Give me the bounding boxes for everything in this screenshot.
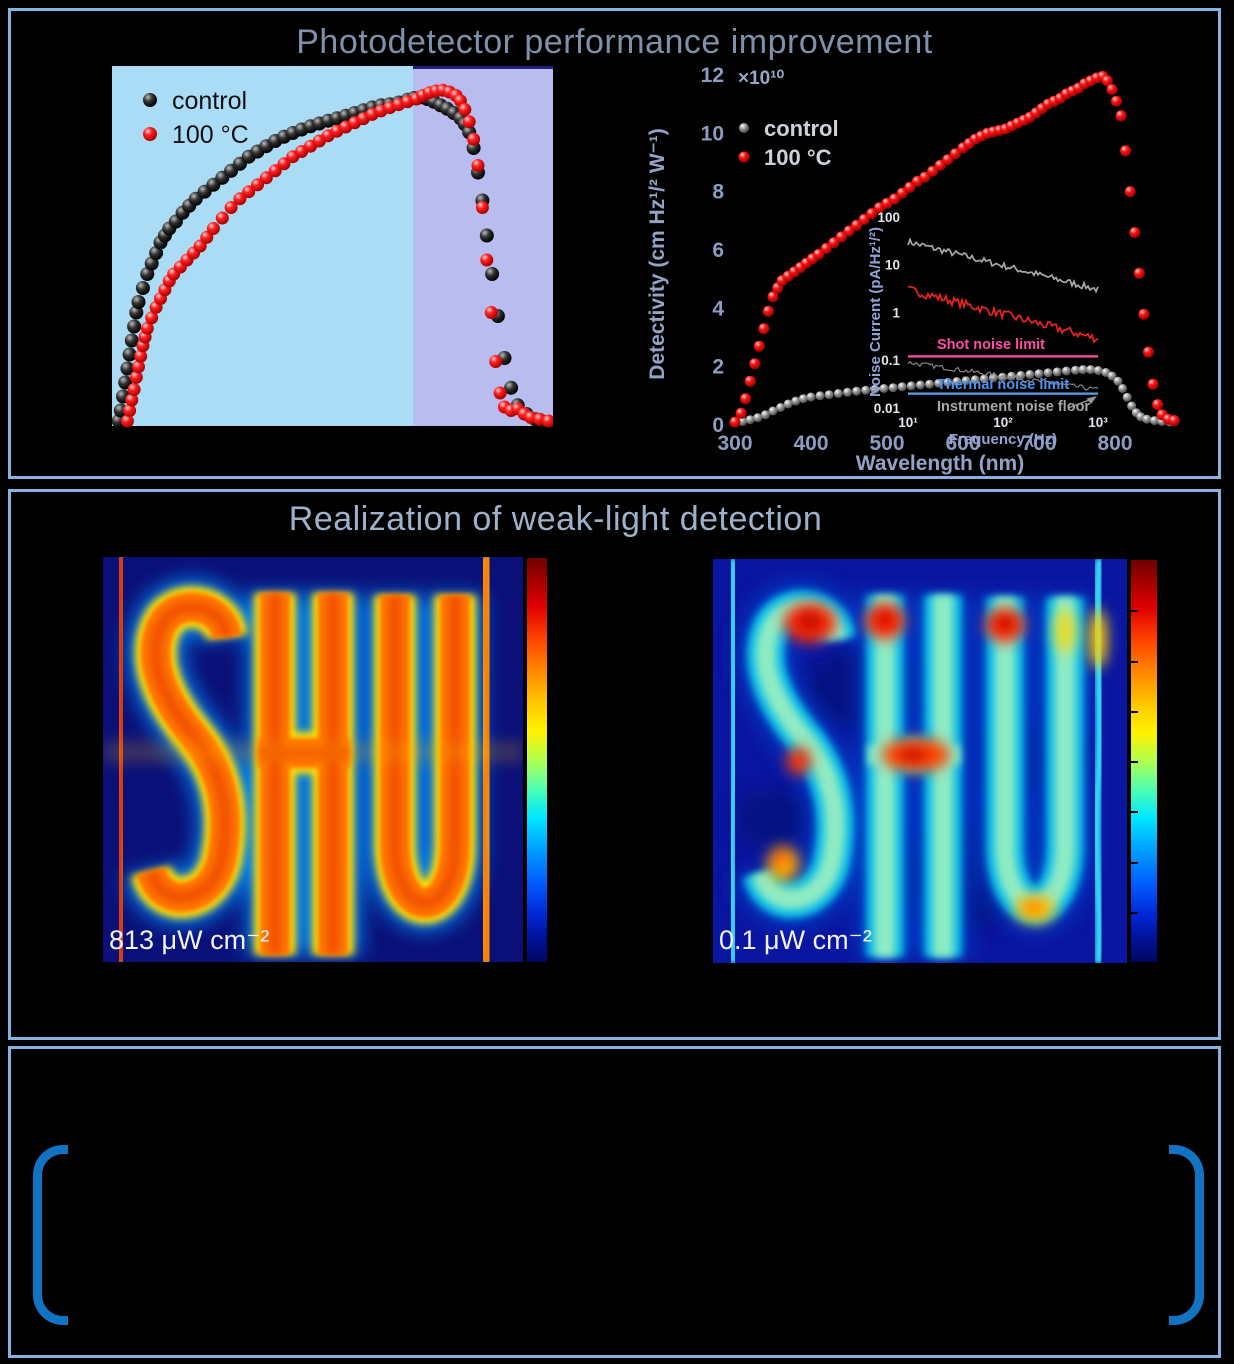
legend-dot-control xyxy=(739,123,749,133)
colorbar-tick xyxy=(1131,610,1138,613)
svg-text:10: 10 xyxy=(885,258,900,273)
svg-text:2: 2 xyxy=(712,356,724,379)
y-axis-multiplier: ×10¹⁰ xyxy=(738,68,785,89)
hotspots xyxy=(767,603,1107,923)
legend-label-100c: 100 °C xyxy=(172,121,249,149)
svg-text:400: 400 xyxy=(793,432,828,455)
legend-label-100c: 100 °C xyxy=(764,145,832,170)
arrow-icon xyxy=(1067,396,1097,409)
x-tick-labels: 300 400 500 600 700 800 xyxy=(717,432,1132,455)
heatmap-dim: 0.1 μW cm⁻² xyxy=(713,559,1161,965)
svg-text:100: 100 xyxy=(877,210,900,225)
shot-noise-annotation: Shot noise limit xyxy=(937,337,1045,353)
eqe-legend: control 100 °C xyxy=(143,87,249,149)
svg-text:8: 8 xyxy=(712,181,724,204)
colorbar-tick xyxy=(1131,761,1138,763)
svg-text:300: 300 xyxy=(717,432,752,455)
section-weak-light: Realization of weak-light detection xyxy=(8,489,1221,1040)
inset-y-axis-label: Noise Current (pA/Hz¹/²) xyxy=(867,227,884,397)
nir-top-line xyxy=(413,66,553,69)
svg-text:0: 0 xyxy=(712,414,724,437)
legend-label-control: control xyxy=(764,116,839,141)
detectivity-legend: control 100 °C xyxy=(738,116,839,170)
colorbar xyxy=(1131,560,1157,964)
colorbar xyxy=(527,558,547,962)
irradiance-label-bright: 813 μW cm⁻² xyxy=(109,925,269,955)
right-bracket-icon xyxy=(1169,1145,1204,1325)
scan-band xyxy=(103,741,523,763)
svg-text:1: 1 xyxy=(892,305,900,320)
svg-text:600: 600 xyxy=(945,432,980,455)
legend-dot-100c xyxy=(143,127,157,141)
legend-dot-100c xyxy=(738,151,750,163)
colorbar-tick xyxy=(1131,962,1138,964)
svg-text:0.01: 0.01 xyxy=(874,401,901,416)
svg-text:6: 6 xyxy=(712,239,724,262)
svg-text:10¹: 10¹ xyxy=(898,415,918,430)
inset-x-axis-label: Frequency (Hz) xyxy=(949,431,1057,448)
detectivity-chart: ×10¹⁰ Detectivity (cm Hz¹/² W⁻¹) Wavelen… xyxy=(646,64,1180,475)
eqe-chart: control 100 °C xyxy=(112,66,553,428)
colorbar-tick xyxy=(1131,861,1138,864)
y-tick-labels: 0 2 4 6 8 10 12 xyxy=(701,64,725,437)
section-footer xyxy=(8,1046,1221,1358)
irradiance-label-dim: 0.1 μW cm⁻² xyxy=(719,925,872,955)
svg-text:700: 700 xyxy=(1021,432,1056,455)
thermal-noise-annotation: Thermal noise limit xyxy=(937,377,1069,393)
colorbar-tick xyxy=(1131,660,1138,663)
svg-text:10³: 10³ xyxy=(1088,415,1108,430)
x-axis-label: Wavelength (nm) xyxy=(856,452,1024,475)
svg-text:0.1: 0.1 xyxy=(881,353,900,368)
left-bracket-icon xyxy=(33,1145,68,1325)
svg-text:10²: 10² xyxy=(993,415,1013,430)
heatmap-bright: 813 μW cm⁻² xyxy=(103,557,551,963)
heatmap-dim-image: 0.1 μW cm⁻² xyxy=(713,559,1127,963)
nir-region xyxy=(413,66,553,426)
detectivity-series-100c xyxy=(729,70,1180,428)
colorbar-tick xyxy=(1131,710,1138,713)
eqe-series-100c xyxy=(120,83,553,428)
colorbar-tick xyxy=(1131,911,1138,914)
section-title-performance: Photodetector performance improvement xyxy=(296,23,933,61)
legend-label-control: control xyxy=(172,87,247,115)
svg-text:10: 10 xyxy=(701,122,724,145)
instrument-noise-annotation: Instrument noise floor xyxy=(937,399,1090,415)
svg-text:12: 12 xyxy=(701,64,724,87)
svg-text:800: 800 xyxy=(1097,432,1132,455)
legend-dot-control xyxy=(143,93,157,107)
colorbar-tick xyxy=(1131,811,1138,814)
section-performance: Photodetector performance improvement co… xyxy=(8,8,1221,479)
heatmap-bright-image: 813 μW cm⁻² xyxy=(103,557,523,962)
section-title-weak-light: Realization of weak-light detection xyxy=(288,500,823,538)
svg-text:4: 4 xyxy=(712,297,724,320)
y-axis-label: Detectivity (cm Hz¹/² W⁻¹) xyxy=(646,128,669,379)
svg-text:500: 500 xyxy=(869,432,904,455)
noise-inset-chart xyxy=(907,237,1099,395)
